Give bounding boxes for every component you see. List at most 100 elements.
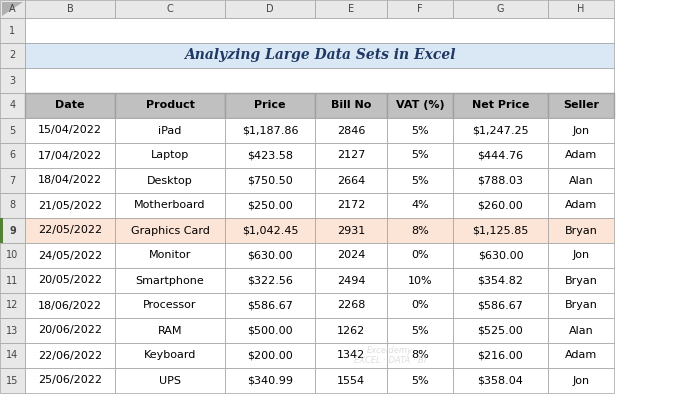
- Text: $354.82: $354.82: [477, 275, 523, 285]
- Bar: [387, 143, 453, 168]
- Bar: [315, 368, 387, 393]
- Text: Bryan: Bryan: [565, 275, 598, 285]
- Bar: [25, 68, 614, 93]
- Text: Product: Product: [146, 100, 194, 110]
- Bar: [225, 93, 315, 118]
- Bar: [0, 268, 25, 293]
- Text: Alan: Alan: [569, 176, 594, 186]
- Bar: [25, 168, 115, 193]
- Text: 2127: 2127: [337, 150, 365, 161]
- Text: Seller: Seller: [563, 100, 599, 110]
- Bar: [387, 368, 453, 393]
- Text: 11: 11: [6, 275, 19, 285]
- Text: Net Price: Net Price: [472, 100, 529, 110]
- Bar: [0, 193, 25, 218]
- Text: C: C: [167, 4, 173, 14]
- Bar: [225, 218, 315, 243]
- Text: Processor: Processor: [144, 301, 196, 311]
- Text: $525.00: $525.00: [477, 326, 523, 336]
- Bar: [25, 293, 115, 318]
- Text: 10: 10: [6, 250, 19, 260]
- Text: 17/04/2022: 17/04/2022: [38, 150, 102, 161]
- Text: 5: 5: [10, 125, 16, 135]
- Bar: [548, 93, 614, 118]
- Bar: [315, 293, 387, 318]
- Text: 18/06/2022: 18/06/2022: [38, 301, 102, 311]
- Bar: [315, 143, 387, 168]
- Text: 4%: 4%: [411, 201, 429, 211]
- Text: $444.76: $444.76: [477, 150, 523, 161]
- Text: $322.56: $322.56: [247, 275, 293, 285]
- Text: 1342: 1342: [337, 351, 365, 360]
- Bar: [25, 118, 115, 143]
- Bar: [453, 168, 548, 193]
- Text: 21/05/2022: 21/05/2022: [38, 201, 102, 211]
- Bar: [225, 293, 315, 318]
- Text: 5%: 5%: [412, 375, 429, 385]
- Bar: [225, 193, 315, 218]
- Text: 2172: 2172: [337, 201, 365, 211]
- Bar: [387, 268, 453, 293]
- Bar: [0, 218, 25, 243]
- Bar: [0, 143, 25, 168]
- Bar: [225, 118, 315, 143]
- Text: 2664: 2664: [337, 176, 365, 186]
- Bar: [548, 243, 614, 268]
- Bar: [115, 343, 225, 368]
- Text: 0%: 0%: [412, 301, 429, 311]
- Text: Monitor: Monitor: [149, 250, 191, 260]
- Text: UPS: UPS: [159, 375, 181, 385]
- Text: 8: 8: [10, 201, 16, 211]
- Bar: [387, 93, 453, 118]
- Bar: [453, 243, 548, 268]
- Text: 10%: 10%: [407, 275, 432, 285]
- Bar: [115, 193, 225, 218]
- Bar: [548, 293, 614, 318]
- Text: 24/05/2022: 24/05/2022: [38, 250, 102, 260]
- Text: Bryan: Bryan: [565, 225, 598, 235]
- Bar: [387, 0, 453, 18]
- Text: 5%: 5%: [412, 125, 429, 135]
- Text: iPad: iPad: [158, 125, 181, 135]
- Text: $200.00: $200.00: [247, 351, 293, 360]
- Text: 7: 7: [10, 176, 16, 186]
- Text: 1262: 1262: [337, 326, 365, 336]
- Text: $250.00: $250.00: [247, 201, 293, 211]
- Bar: [25, 18, 614, 43]
- Text: 14: 14: [6, 351, 19, 360]
- Bar: [25, 93, 115, 118]
- Bar: [225, 343, 315, 368]
- Bar: [315, 318, 387, 343]
- Text: Graphics Card: Graphics Card: [131, 225, 210, 235]
- Text: 5%: 5%: [412, 176, 429, 186]
- Text: 13: 13: [6, 326, 19, 336]
- Text: Price: Price: [254, 100, 286, 110]
- Text: Jon: Jon: [572, 125, 589, 135]
- Text: 6: 6: [10, 150, 16, 161]
- Bar: [115, 118, 225, 143]
- Bar: [387, 243, 453, 268]
- Bar: [0, 93, 25, 118]
- Text: 0%: 0%: [412, 250, 429, 260]
- Text: Bill No: Bill No: [331, 100, 371, 110]
- Text: 15: 15: [6, 375, 19, 385]
- Bar: [548, 0, 614, 18]
- Text: Adam: Adam: [565, 150, 597, 161]
- Bar: [387, 118, 453, 143]
- Bar: [315, 193, 387, 218]
- Text: F: F: [417, 4, 423, 14]
- Text: 8%: 8%: [411, 225, 429, 235]
- Text: 15/04/2022: 15/04/2022: [38, 125, 102, 135]
- Text: 22/06/2022: 22/06/2022: [38, 351, 102, 360]
- Bar: [315, 268, 387, 293]
- Bar: [115, 293, 225, 318]
- Text: 20/05/2022: 20/05/2022: [38, 275, 102, 285]
- Text: Date: Date: [55, 100, 85, 110]
- Text: 2024: 2024: [337, 250, 365, 260]
- Text: Bryan: Bryan: [565, 301, 598, 311]
- Text: VAT (%): VAT (%): [396, 100, 444, 110]
- Bar: [0, 368, 25, 393]
- Bar: [387, 218, 453, 243]
- Text: 4: 4: [10, 100, 16, 110]
- Bar: [225, 368, 315, 393]
